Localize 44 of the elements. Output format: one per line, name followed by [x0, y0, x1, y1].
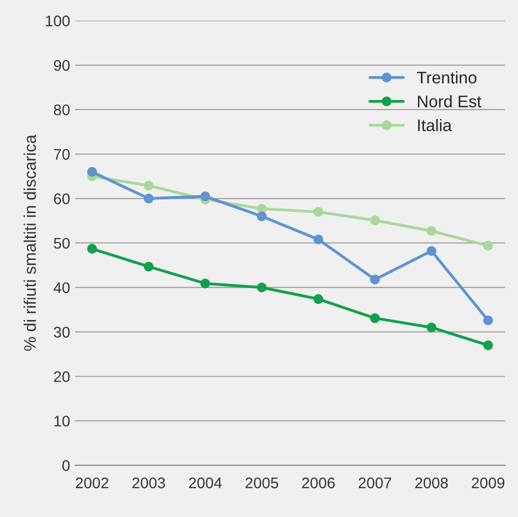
x-tick-label: 2009: [472, 478, 504, 488]
legend-label: Trentino: [416, 71, 476, 84]
y-tick-label: 100: [46, 16, 70, 26]
y-tick-label: 30: [54, 326, 70, 338]
x-tick-label: 2002: [76, 478, 108, 488]
point: [426, 246, 436, 256]
point: [87, 244, 97, 254]
point: [426, 226, 436, 236]
point: [314, 234, 324, 244]
y-tick-label: 0: [62, 460, 70, 471]
legend-label: Italia: [418, 118, 452, 132]
point: [370, 215, 380, 226]
point: [87, 166, 97, 177]
point: [483, 315, 493, 326]
y-tick-label: 10: [54, 416, 70, 427]
x-tick-label: 2006: [302, 478, 335, 488]
point: [144, 262, 154, 272]
x-tick-label: 2008: [415, 478, 448, 488]
point: [314, 207, 324, 217]
point: [200, 191, 210, 202]
point: [483, 240, 493, 251]
point: [256, 211, 267, 222]
legend-label: Nord Est: [418, 95, 482, 108]
y-tick-label: 90: [54, 60, 70, 71]
x-tick-label: 2007: [358, 478, 392, 488]
y-tick-label: 70: [54, 148, 70, 160]
x-tick-label: 2003: [132, 478, 165, 488]
point: [314, 294, 324, 304]
x-tick-label: 2005: [246, 478, 278, 488]
point: [426, 322, 436, 332]
y-tick-label: 60: [54, 193, 70, 204]
point: [370, 274, 380, 284]
point: [370, 313, 380, 323]
y-axis-title: % di rifiuti smaltiti in discarica: [24, 134, 36, 351]
point: [200, 278, 210, 288]
x-tick-label: 2004: [189, 478, 222, 488]
y-tick-label: 80: [54, 104, 70, 116]
point: [483, 340, 493, 350]
y-tick-label: 50: [54, 238, 70, 249]
point: [144, 180, 154, 190]
y-tick-label: 40: [54, 282, 70, 294]
y-tick-label: 20: [54, 371, 70, 382]
point: [144, 194, 154, 204]
point: [256, 282, 267, 292]
